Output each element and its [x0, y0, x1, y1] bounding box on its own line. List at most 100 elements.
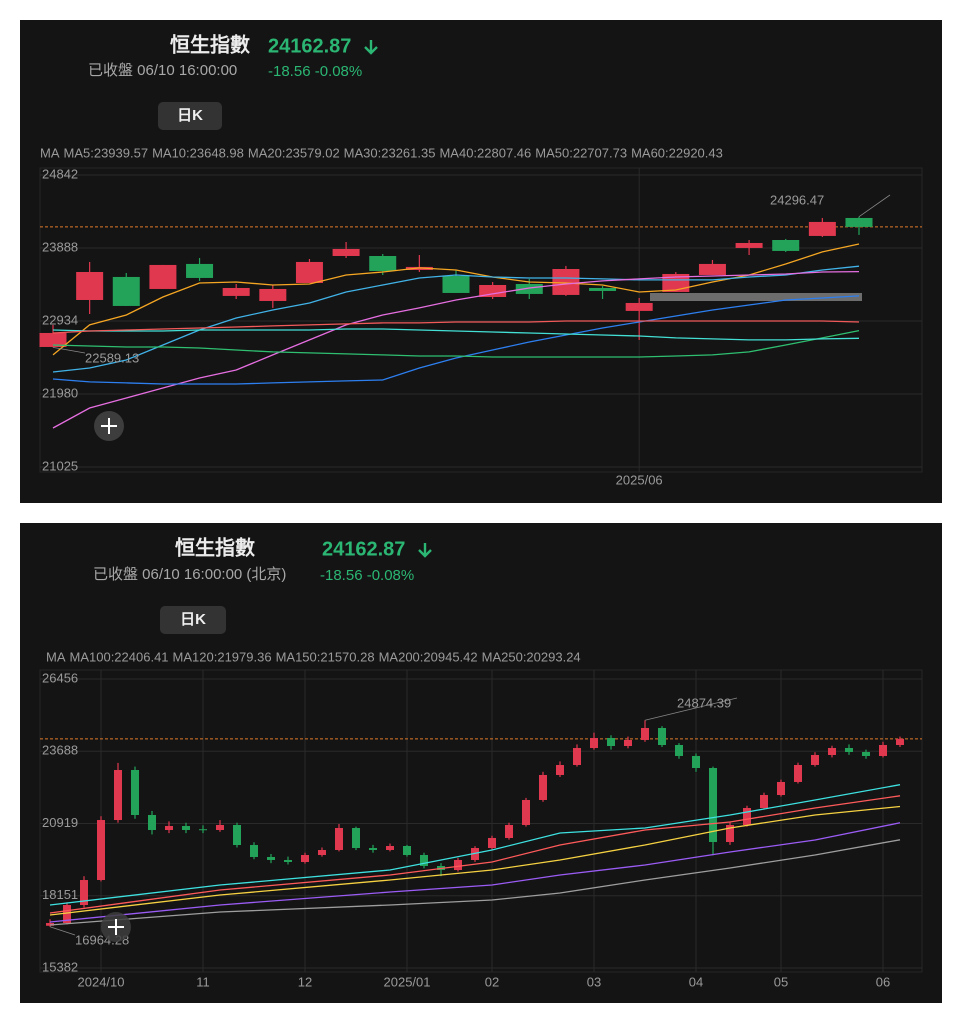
candle-body	[743, 808, 751, 825]
y-tick-label: 21980	[42, 385, 78, 400]
candle-body	[556, 764, 564, 775]
annotation: 22589.13	[85, 350, 139, 365]
annotation-leader	[858, 194, 891, 218]
candle-body	[539, 774, 547, 800]
candle-body	[589, 287, 617, 291]
price-change: -18.56 -0.08%	[268, 63, 362, 80]
period-button[interactable]	[158, 102, 222, 130]
candle-body	[808, 221, 836, 236]
candle-body	[369, 848, 377, 850]
x-tick-label: 2024/10	[78, 974, 125, 989]
chart: 24842 23888 22934 21980 21025 2025/06 MA MA5:23…	[39, 145, 923, 487]
plus-icon[interactable]	[101, 418, 117, 434]
legend-title: MA	[40, 145, 60, 160]
x-tick-label: 11	[196, 974, 210, 989]
candle-body	[369, 255, 397, 271]
candle-body	[420, 855, 428, 866]
y-tick-label: 15382	[42, 959, 78, 974]
ma-line	[52, 243, 860, 356]
candle-body	[607, 737, 615, 746]
legend-entry: MA120:21979.36	[173, 649, 272, 664]
candle-body	[112, 276, 140, 306]
candle-body	[149, 264, 177, 289]
candle-body	[295, 261, 323, 284]
x-tick-label: 05	[774, 974, 788, 989]
period-label[interactable]: 日K	[177, 107, 203, 124]
x-tick-label: 2025/01	[384, 974, 431, 989]
candle-body	[471, 848, 479, 860]
y-tick-label: 21025	[42, 458, 78, 473]
candle-body	[454, 859, 462, 871]
legend-entry: MA10:23648.98	[152, 145, 244, 160]
price-change: -18.56 -0.08%	[320, 567, 414, 584]
candle-body	[692, 755, 700, 768]
legend-entry: MA5:23939.57	[64, 145, 149, 160]
x-tick-label: 12	[298, 974, 312, 989]
annotation-leader	[52, 346, 86, 354]
panel-background	[20, 20, 942, 503]
candle-body	[442, 275, 470, 293]
title: 恒生指數	[170, 32, 250, 56]
candle-body	[590, 737, 598, 749]
candle-body	[284, 859, 292, 862]
candle-body	[515, 283, 543, 294]
candle-body	[114, 770, 122, 821]
candle-body	[352, 827, 360, 849]
legend-entry: MA100:22406.41	[70, 649, 169, 664]
candle-body	[63, 905, 71, 924]
y-tick-label: 18151	[42, 887, 78, 902]
candle-body	[182, 826, 190, 831]
candle-body	[335, 827, 343, 850]
ma-line	[52, 329, 860, 358]
candle-body	[39, 332, 67, 347]
legend-entry: MA20:23579.02	[248, 145, 340, 160]
candle-body	[488, 837, 496, 849]
candle-body	[879, 745, 887, 756]
candle-body	[675, 745, 683, 756]
candle-body	[505, 824, 513, 838]
ma-line	[49, 805, 901, 916]
ma-line	[49, 822, 901, 923]
period-button[interactable]	[160, 606, 226, 634]
x-tick-label: 03	[587, 974, 601, 989]
plots: 24842 23888 22934 21980 21025 2025/06 MA MA5:23…	[39, 145, 923, 989]
price: 24162.87	[322, 538, 405, 560]
legend-entry: MA150:21570.28	[276, 649, 375, 664]
candle-body	[131, 770, 139, 815]
plus-icon[interactable]	[108, 919, 124, 935]
ma-line	[49, 839, 901, 926]
legend-entry: MA60:22920.43	[631, 145, 723, 160]
candle-body	[624, 739, 632, 746]
ma-line	[49, 784, 901, 906]
title: 恒生指數	[175, 535, 255, 559]
candle-body	[726, 824, 734, 843]
price: 24162.87	[268, 35, 351, 57]
candle-body	[332, 248, 360, 256]
candle-body	[658, 727, 666, 746]
y-tick-label: 26456	[42, 670, 78, 685]
plot-frame	[39, 167, 923, 473]
ma-line	[52, 320, 860, 334]
candle-body	[301, 855, 309, 862]
ma-line	[49, 795, 901, 914]
candle-body	[760, 795, 768, 809]
y-tick-label: 22934	[42, 312, 78, 327]
candle-body	[828, 748, 836, 755]
period-label[interactable]: 日K	[180, 611, 206, 628]
x-tick-label: 2025/06	[616, 472, 663, 487]
candle-body	[165, 826, 173, 831]
down-arrow-icon	[418, 543, 432, 558]
candle-body	[216, 824, 224, 831]
candle-body	[199, 829, 207, 831]
down-arrow-icon	[364, 40, 378, 55]
candle-body	[698, 263, 726, 275]
candle-body	[148, 814, 156, 831]
candle-body	[186, 263, 214, 278]
ma-line	[52, 265, 860, 373]
candle-body	[318, 849, 326, 856]
legend-entry: MA200:20945.42	[379, 649, 478, 664]
market-status: 已收盤 06/10 16:00:00 (北京)	[93, 566, 286, 583]
